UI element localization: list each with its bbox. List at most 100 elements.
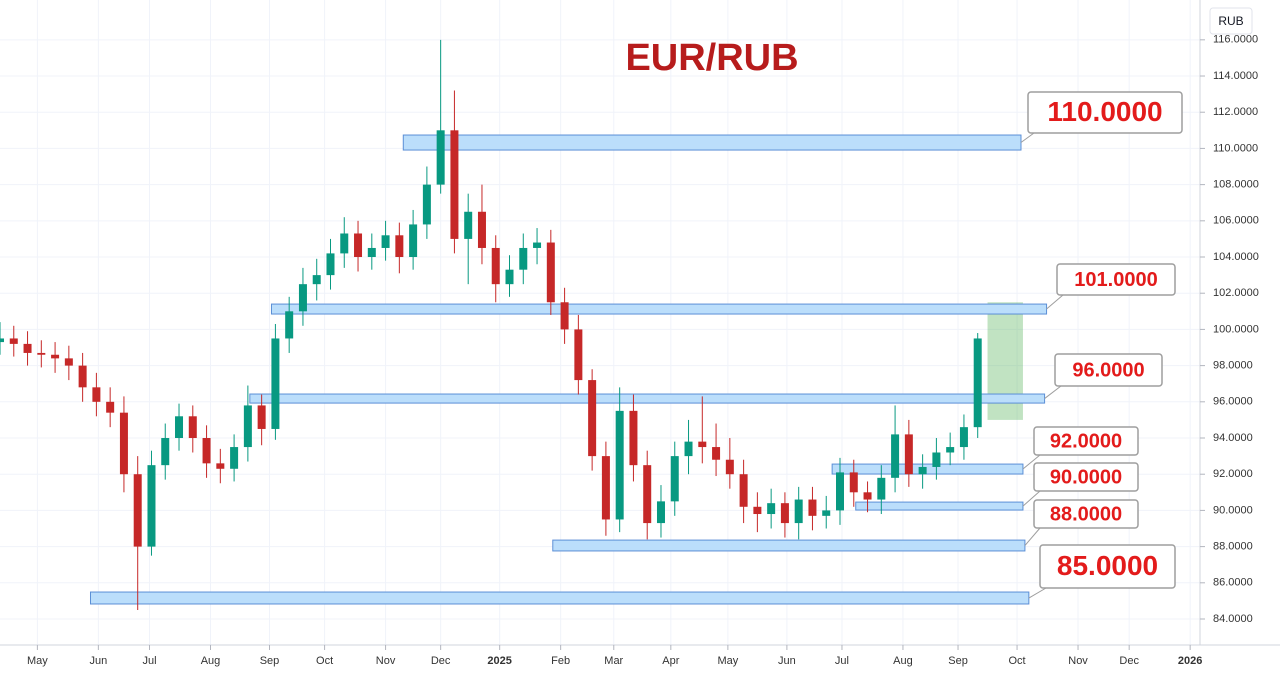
- candle-body: [753, 506, 762, 515]
- y-tick-label: 86.0000: [1213, 577, 1253, 589]
- candle-body: [615, 410, 624, 520]
- y-tick-label: 116.0000: [1213, 34, 1258, 46]
- y-tick-label: 92.0000: [1213, 468, 1253, 480]
- candle-body: [37, 352, 46, 355]
- y-tick-label: 102.0000: [1213, 287, 1259, 299]
- level-zone: [270, 303, 1048, 315]
- candle-body: [629, 410, 638, 466]
- level-label: 85.0000: [1057, 550, 1158, 581]
- level-zone: [89, 591, 1030, 605]
- level-label: 92.0000: [1050, 430, 1122, 452]
- candle-body: [51, 354, 60, 359]
- candle-body: [546, 242, 555, 303]
- x-tick-label: 2026: [1178, 655, 1202, 667]
- candle-body: [477, 211, 486, 248]
- level-connector: [1024, 527, 1041, 546]
- level-label-box: [1056, 263, 1176, 296]
- candle-body: [23, 343, 32, 353]
- candle-body: [298, 284, 307, 312]
- candles: [0, 39, 982, 610]
- axes: 84.0000 86.0000 88.0000 90.0000 92.0000 94.00…: [27, 34, 1259, 667]
- y-tick-label: 114.0000: [1213, 70, 1258, 82]
- y-tick-label: 104.0000: [1213, 251, 1259, 263]
- candle-body: [202, 438, 211, 464]
- y-tick-label: 88.0000: [1213, 541, 1253, 553]
- candle-body: [808, 499, 817, 516]
- level-connector: [1046, 294, 1064, 310]
- candle-body: [106, 401, 115, 413]
- x-tick-label: Jul: [835, 655, 849, 667]
- candle-body: [877, 477, 886, 500]
- x-tick-label: Sep: [948, 655, 968, 667]
- y-tick-label: 100.0000: [1213, 323, 1259, 335]
- x-tick-label: Dec: [431, 655, 451, 667]
- level-zone: [831, 463, 1024, 475]
- candle-body: [588, 380, 597, 457]
- x-tick-label: May: [27, 655, 48, 667]
- candle-body: [739, 474, 748, 507]
- level-connector: [1022, 490, 1041, 507]
- candle-body: [574, 329, 583, 381]
- level-label: 101.0000: [1074, 269, 1157, 291]
- candle-body: [670, 456, 679, 502]
- candle-body: [64, 358, 73, 366]
- candle-body: [422, 184, 431, 225]
- level-label-box: [1039, 544, 1176, 589]
- candle-body: [78, 365, 87, 388]
- chart-title: EUR/RUB: [625, 37, 798, 79]
- y-tick-label: 90.0000: [1213, 504, 1253, 516]
- candle-body: [450, 130, 459, 239]
- candle-body: [133, 474, 142, 547]
- x-tick-label: May: [717, 655, 738, 667]
- x-tick-label: Nov: [376, 655, 396, 667]
- candle-body: [505, 269, 514, 285]
- candle-body: [175, 416, 184, 439]
- candle-body: [436, 130, 445, 185]
- level-label: 90.0000: [1050, 466, 1122, 488]
- y-tick-label: 96.0000: [1213, 396, 1253, 408]
- candle-body: [712, 447, 721, 460]
- candle-body: [257, 405, 266, 429]
- y-tick-label: 106.0000: [1213, 215, 1259, 227]
- candle-body: [271, 338, 280, 429]
- candle-body: [354, 233, 363, 258]
- candle-body: [684, 441, 693, 457]
- x-tick-label: Aug: [201, 655, 221, 667]
- candle-body: [560, 302, 569, 330]
- level-label-box: [1027, 91, 1183, 134]
- level-label-box: [1033, 426, 1139, 456]
- x-tick-label: Jun: [89, 655, 107, 667]
- candle-body: [340, 233, 349, 254]
- candle-body: [119, 412, 128, 475]
- candle-body: [326, 253, 335, 276]
- y-tick-label: 112.0000: [1213, 106, 1258, 118]
- candle-body: [698, 441, 707, 448]
- level-label-box: [1054, 353, 1163, 387]
- candle-body: [918, 466, 927, 475]
- x-tick-label: Apr: [662, 655, 679, 667]
- candle-body: [533, 242, 542, 248]
- level-zone: [552, 539, 1026, 552]
- x-tick-label: Sep: [260, 655, 280, 667]
- candle-body: [161, 438, 170, 466]
- level-connector: [1028, 587, 1047, 599]
- candle-body: [932, 452, 941, 467]
- candle-body: [519, 247, 528, 270]
- candle-body: [863, 492, 872, 500]
- x-tick-label: 2025: [487, 655, 511, 667]
- candle-body: [9, 338, 18, 344]
- y-tick-label: 110.0000: [1213, 142, 1258, 154]
- candle-body: [959, 427, 968, 448]
- candle-body: [849, 472, 858, 493]
- candle-body: [601, 456, 610, 520]
- level-label-box: [1033, 462, 1139, 492]
- candle-body: [243, 405, 252, 448]
- x-tick-label: Mar: [604, 655, 623, 667]
- candle-body: [312, 275, 321, 285]
- x-tick-label: Nov: [1068, 655, 1088, 667]
- level-label: 96.0000: [1072, 359, 1144, 381]
- candle-body: [767, 503, 776, 515]
- candle-body: [946, 447, 955, 453]
- level-connector: [1044, 385, 1062, 399]
